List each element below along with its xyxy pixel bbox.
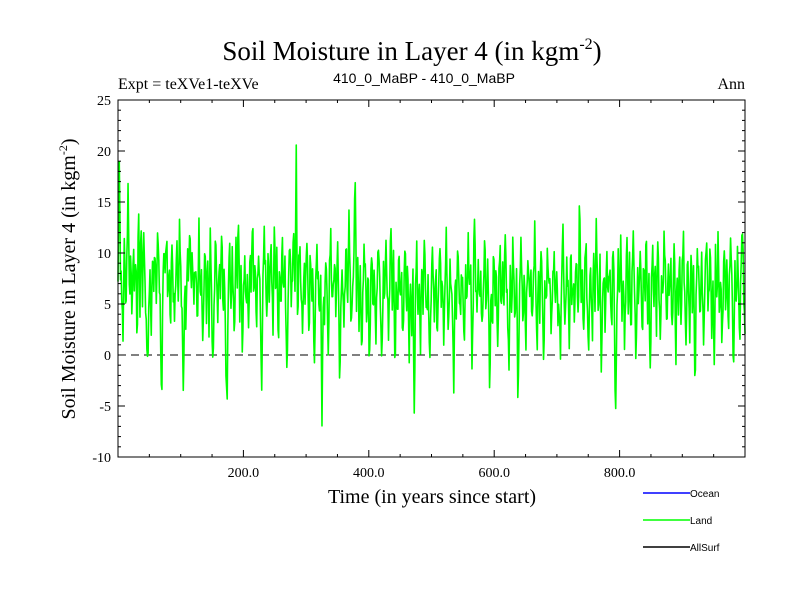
chart-title-close: ): [593, 36, 602, 66]
y-axis-label-close: ): [58, 138, 80, 145]
y-tick-label: 25: [97, 94, 111, 109]
legend-label-allsurf: AllSurf: [690, 543, 720, 554]
subtitle-right: Ann: [717, 76, 745, 93]
y-tick-label: 10: [97, 247, 111, 262]
y-axis-label-sup: -2: [56, 145, 70, 155]
subtitle-center: 410_0_MaBP - 410_0_MaBP: [333, 70, 515, 86]
subtitle-left: Expt = teXVe1-teXVe: [118, 76, 259, 93]
x-tick-label: 800.0: [604, 466, 636, 481]
chart-title-main: Soil Moisture in Layer 4 (in kgm: [222, 36, 579, 66]
series-group: [117, 144, 746, 427]
chart-title: Soil Moisture in Layer 4 (in kgm-2): [222, 36, 601, 66]
y-tick-label: 0: [104, 349, 111, 364]
x-tick-label: 200.0: [228, 466, 260, 481]
series-line-land: [117, 144, 746, 427]
y-axis-ticks: -10 -5 0 5 10 15 20 25: [92, 94, 745, 466]
x-tick-label: 600.0: [478, 466, 510, 481]
y-tick-label: 15: [97, 196, 111, 211]
legend-label-ocean: Ocean: [690, 489, 719, 500]
y-tick-label: 5: [104, 298, 111, 313]
x-axis-ticks: 200.0 400.0 600.0 800.0: [148, 100, 715, 481]
y-axis-label: Soil Moisture in Layer 4 (in kgm-2): [56, 138, 80, 419]
x-axis-label: Time (in years since start): [328, 486, 536, 508]
y-tick-label: 20: [97, 145, 111, 160]
legend-label-land: Land: [690, 516, 712, 527]
y-tick-label: -5: [99, 400, 111, 415]
x-tick-label: 400.0: [353, 466, 385, 481]
y-tick-label: -10: [92, 451, 111, 466]
y-axis-label-main: Soil Moisture in Layer 4 (in kgm: [58, 155, 80, 420]
chart-title-sup: -2: [579, 36, 592, 53]
legend: Ocean Land AllSurf: [643, 489, 720, 554]
